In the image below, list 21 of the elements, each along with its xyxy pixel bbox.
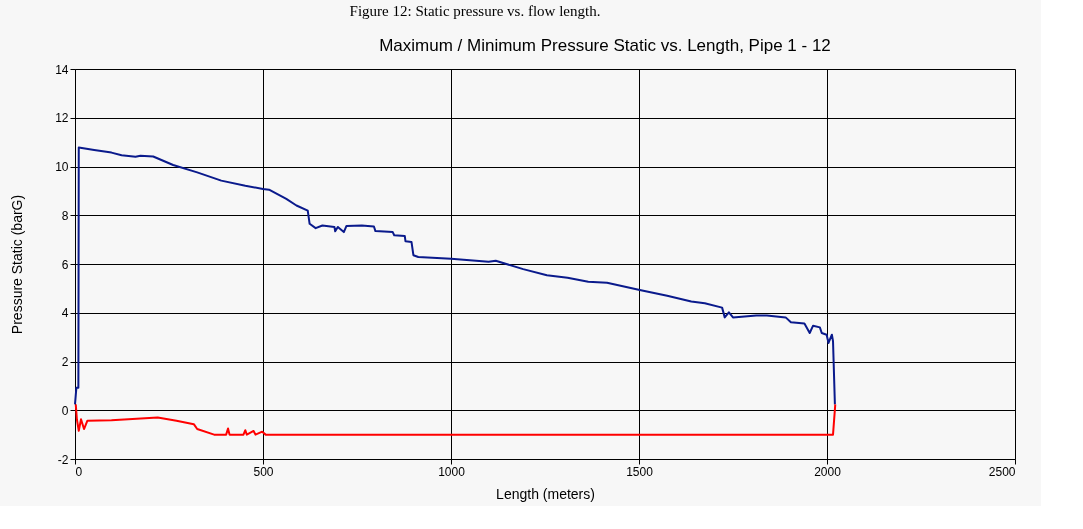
y-tick-label: 4 (61, 306, 69, 321)
y-tick-label: 2 (61, 355, 69, 369)
x-tick-label: 500 (253, 464, 274, 479)
y-tick-label: 0 (61, 403, 69, 418)
y-axis-title: Pressure Static (barG) (9, 194, 26, 335)
y-tick-label: 14 (55, 62, 69, 77)
line-series (74, 403, 837, 436)
y-tick-label: 8 (61, 208, 69, 223)
chart-title: Maximum / Minimum Pressure Static vs. Length, Pipe 1 - 12 (379, 36, 831, 55)
x-tick-label: 0 (75, 464, 83, 479)
x-axis-title: Length (meters) (496, 485, 595, 502)
x-tick-label: 1000 (438, 464, 466, 479)
y-tick-label: 12 (55, 111, 69, 126)
caption: Figure 12: Static pressure vs. flow length. (349, 3, 601, 19)
x-tick-label: 1500 (626, 464, 654, 479)
line-series (74, 146, 836, 406)
y-tick-label: -2 (57, 452, 69, 467)
x-tick-label: 2500 (988, 464, 1016, 479)
y-tick-label: 10 (55, 160, 69, 174)
y-tick-label: 6 (61, 257, 69, 272)
x-tick-label: 2000 (814, 464, 842, 479)
